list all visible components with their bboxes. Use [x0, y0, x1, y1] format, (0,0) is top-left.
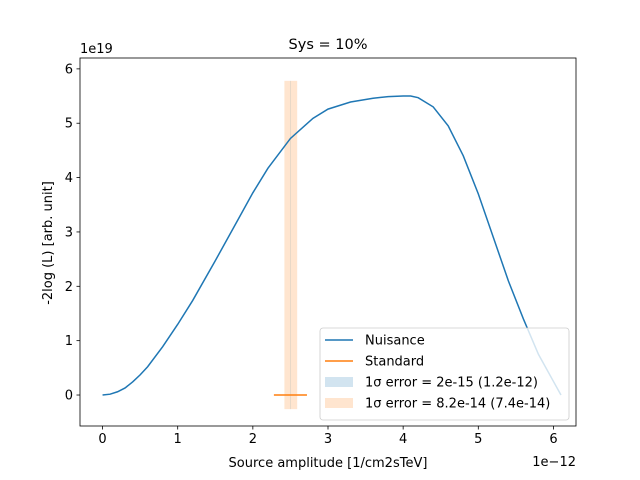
- y-axis-label: -2log (L) [arb. unit]: [41, 181, 56, 305]
- legend-box: [319, 327, 570, 421]
- y-tick-label: 0: [65, 389, 73, 404]
- legend-label-0: Nuisance: [365, 334, 425, 349]
- plot-area: 0 1 2 3 4 5 6 0 1 2 3 4 5 6 Nuisance Standard 1σ error =…: [65, 57, 577, 447]
- error-band-1: [284, 80, 298, 410]
- x-tick-label: 3: [324, 432, 332, 447]
- y-offset-text: 1e19: [80, 42, 113, 57]
- chart-title: Sys = 10%: [289, 37, 368, 53]
- x-tick-label: 0: [98, 432, 106, 447]
- x-tick-label: 4: [399, 432, 407, 447]
- legend-label-1: Standard: [365, 355, 424, 370]
- y-tick-label: 2: [65, 280, 73, 295]
- legend-label-3: 1σ error = 8.2e-14 (7.4e-14): [365, 397, 550, 412]
- y-tick-label: 6: [65, 62, 73, 77]
- y-tick-label: 4: [65, 171, 73, 186]
- x-tick-label: 5: [474, 432, 482, 447]
- series-line-nuisance: [102, 95, 562, 396]
- legend-patch-2: [325, 377, 353, 387]
- legend-label-2: 1σ error = 2e-15 (1.2e-12): [365, 376, 538, 391]
- legend-patch-3: [325, 398, 353, 408]
- x-axis-label: Source amplitude [1/cm2sTeV]: [229, 456, 428, 471]
- x-offset-text: 1e−12: [532, 455, 576, 470]
- x-tick-label: 6: [549, 432, 557, 447]
- error-band-0: [290, 80, 291, 410]
- y-tick-label: 1: [65, 334, 73, 349]
- y-tick-label: 3: [65, 225, 73, 240]
- x-tick-label: 2: [249, 432, 257, 447]
- y-tick-label: 5: [65, 117, 73, 132]
- x-tick-label: 1: [174, 432, 182, 447]
